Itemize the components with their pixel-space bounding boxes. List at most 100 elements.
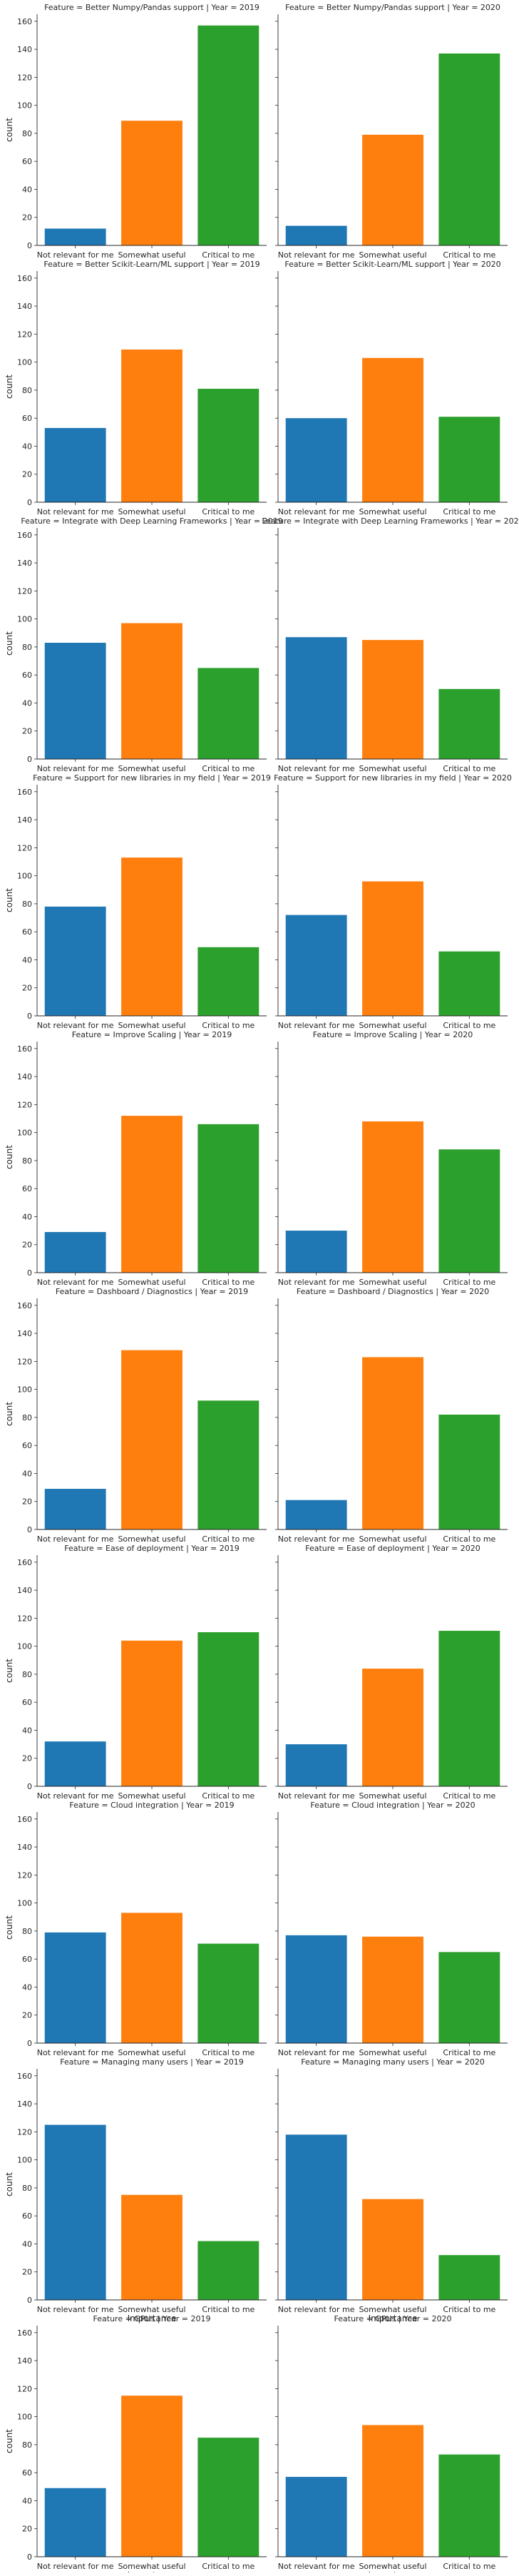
y-tick-label: 40 [22, 1469, 32, 1478]
facet-title: Feature = Better Numpy/Pandas support | … [285, 3, 500, 12]
x-tick-label: Not relevant for me [278, 764, 355, 773]
y-tick-label: 140 [17, 1072, 32, 1081]
y-tick-label: 80 [22, 386, 32, 395]
y-tick-label: 100 [17, 1129, 32, 1138]
y-tick-label: 0 [27, 2552, 32, 2562]
facet-title: Feature = Managing many users | Year = 2… [60, 2057, 244, 2067]
x-tick-label: Critical to me [443, 2562, 495, 2571]
x-tick-label: Critical to me [443, 2048, 495, 2057]
y-tick-label: 140 [17, 2356, 32, 2366]
bar-critical-to-me [438, 2454, 500, 2557]
x-tick-label: Not relevant for me [37, 507, 114, 516]
y-tick-label: 100 [17, 1899, 32, 1908]
bar-critical-to-me [197, 25, 260, 245]
x-tick-label: Somewhat useful [359, 2048, 426, 2057]
bar-critical-to-me [438, 2255, 500, 2300]
y-tick-label: 140 [17, 302, 32, 311]
y-tick-label: 80 [22, 1156, 32, 1166]
bar-critical-to-me [197, 1943, 260, 2043]
x-tick-label: Critical to me [443, 250, 495, 260]
y-tick-label: 20 [22, 2268, 32, 2277]
y-tick-label: 40 [22, 2239, 32, 2249]
bar-not-relevant-for-me [44, 228, 106, 245]
x-tick-label: Critical to me [202, 2305, 255, 2314]
facet-title: Feature = Improve Scaling | Year = 2020 [313, 1030, 473, 1039]
y-tick-label: 100 [17, 615, 32, 624]
facet-title: Feature = Support for new libraries in m… [274, 773, 512, 783]
bar-somewhat-useful [121, 349, 183, 502]
y-tick-label: 80 [22, 900, 32, 909]
bar-not-relevant-for-me [285, 2477, 347, 2557]
bar-critical-to-me [438, 951, 500, 1016]
y-tick-label: 160 [17, 788, 32, 797]
y-tick-label: 120 [17, 843, 32, 852]
x-tick-label: Critical to me [443, 1278, 495, 1287]
x-tick-label: Critical to me [202, 507, 255, 516]
y-tick-label: 140 [17, 45, 32, 54]
bar-critical-to-me [438, 53, 500, 246]
y-tick-label: 40 [22, 185, 32, 194]
x-tick-label: Critical to me [202, 1021, 255, 1030]
bar-somewhat-useful [362, 2425, 423, 2557]
y-tick-label: 60 [22, 2468, 32, 2478]
x-tick-label: Critical to me [202, 1278, 255, 1287]
x-tick-label: Not relevant for me [278, 2562, 355, 2571]
bar-critical-to-me [438, 688, 500, 759]
x-tick-label: Critical to me [443, 507, 495, 516]
y-tick-label: 40 [22, 2496, 32, 2505]
y-tick-label: 80 [22, 1927, 32, 1936]
y-tick-label: 160 [17, 2072, 32, 2081]
x-tick-label: Somewhat useful [359, 507, 426, 516]
bar-somewhat-useful [362, 1121, 423, 1273]
x-tick-label: Somewhat useful [359, 1534, 426, 1544]
y-tick-label: 100 [17, 872, 32, 881]
x-tick-label: Somewhat useful [118, 1021, 185, 1030]
bar-somewhat-useful [121, 121, 183, 245]
x-tick-label: Critical to me [202, 2562, 255, 2571]
bar-not-relevant-for-me [44, 2488, 106, 2557]
bar-not-relevant-for-me [44, 1741, 106, 1786]
y-tick-label: 140 [17, 1843, 32, 1852]
y-tick-label: 160 [17, 17, 32, 26]
facet-title: Feature = Better Numpy/Pandas support | … [44, 3, 260, 12]
y-tick-label: 100 [17, 358, 32, 367]
bar-critical-to-me [197, 2438, 260, 2557]
bar-critical-to-me [438, 1414, 500, 1529]
y-tick-label: 120 [17, 1357, 32, 1366]
y-tick-label: 160 [17, 2328, 32, 2338]
x-tick-label: Not relevant for me [278, 1534, 355, 1544]
y-tick-label: 20 [22, 984, 32, 993]
facet-title: Feature = GPUs | Year = 2020 [334, 2314, 452, 2323]
x-tick-label: Somewhat useful [118, 507, 185, 516]
bar-critical-to-me [197, 947, 260, 1016]
y-tick-label: 20 [22, 470, 32, 479]
x-tick-label: Somewhat useful [118, 1534, 185, 1544]
bar-not-relevant-for-me [285, 1744, 347, 1786]
y-tick-label: 160 [17, 1558, 32, 1567]
x-tick-label: Somewhat useful [359, 2562, 426, 2571]
x-tick-label: Somewhat useful [359, 1791, 426, 1801]
bar-critical-to-me [197, 2241, 260, 2300]
bar-somewhat-useful [121, 1350, 183, 1529]
x-tick-label: Critical to me [443, 1534, 495, 1544]
bar-not-relevant-for-me [44, 906, 106, 1016]
x-axis-label: Importance [128, 2313, 177, 2323]
y-tick-label: 0 [27, 498, 32, 507]
y-axis-label: count [4, 2172, 14, 2196]
y-tick-label: 160 [17, 531, 32, 540]
x-tick-label: Not relevant for me [37, 764, 114, 773]
y-tick-label: 60 [22, 671, 32, 680]
x-tick-label: Not relevant for me [37, 2048, 114, 2057]
facet-title: Feature = Cloud integration | Year = 202… [310, 1801, 475, 1810]
y-tick-label: 40 [22, 442, 32, 451]
x-tick-label: Somewhat useful [359, 2305, 426, 2314]
y-tick-label: 120 [17, 2127, 32, 2137]
y-tick-label: 60 [22, 1698, 32, 1707]
y-tick-label: 20 [22, 1497, 32, 1507]
x-tick-label: Critical to me [202, 250, 255, 260]
y-tick-label: 80 [22, 129, 32, 138]
bar-somewhat-useful [362, 1357, 423, 1529]
x-tick-label: Not relevant for me [37, 2305, 114, 2314]
